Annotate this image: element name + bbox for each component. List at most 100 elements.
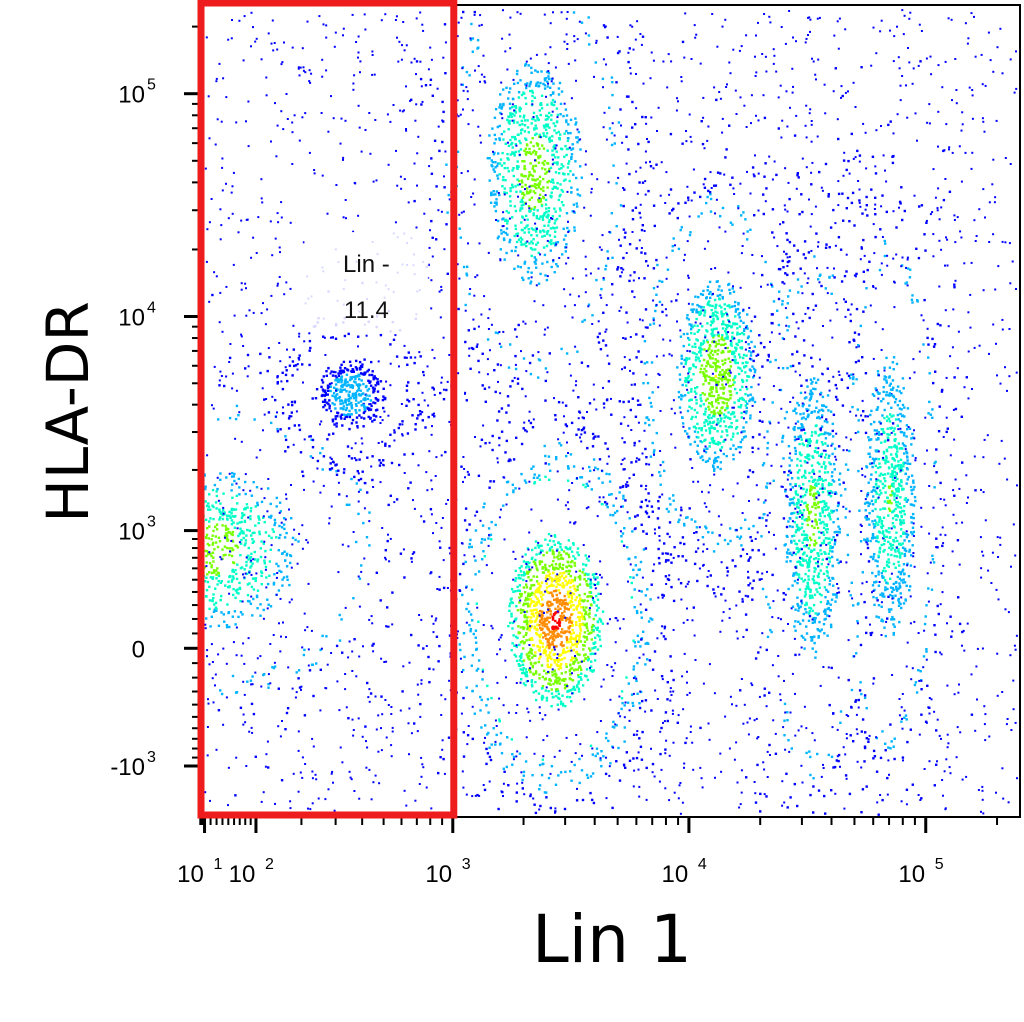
event-dot xyxy=(361,392,364,396)
event-dot xyxy=(505,209,508,213)
event-dot xyxy=(539,231,542,234)
event-dot xyxy=(719,409,722,413)
event-dot xyxy=(345,373,349,376)
event-dot xyxy=(287,417,291,420)
event-dot xyxy=(475,345,479,348)
event-dot xyxy=(514,143,517,146)
event-dot xyxy=(524,561,528,564)
event-dot xyxy=(702,341,706,344)
event-dot xyxy=(587,573,590,576)
event-dot xyxy=(571,643,574,646)
event-dot xyxy=(744,218,747,221)
event-dot xyxy=(546,80,549,83)
event-dot xyxy=(742,329,746,332)
event-dot xyxy=(496,419,499,422)
event-dot xyxy=(590,669,593,672)
event-dot xyxy=(703,421,706,424)
event-dot xyxy=(539,215,542,218)
event-dot xyxy=(639,645,642,648)
event-dot xyxy=(782,598,786,601)
event-dot xyxy=(582,483,585,487)
event-dot xyxy=(321,468,324,471)
event-dot xyxy=(642,382,645,385)
event-dot xyxy=(824,246,828,249)
event-dot xyxy=(345,390,348,393)
event-dot xyxy=(546,641,549,644)
event-dot xyxy=(756,763,759,767)
event-dot xyxy=(608,127,612,130)
event-dot xyxy=(586,599,589,603)
event-dot xyxy=(687,196,690,199)
event-dot xyxy=(376,408,379,411)
event-dot xyxy=(335,425,338,428)
event-dot xyxy=(535,628,538,631)
event-dot xyxy=(698,346,701,349)
event-dot xyxy=(589,586,593,589)
event-dot xyxy=(544,168,547,171)
event-dot xyxy=(785,252,788,256)
event-dot xyxy=(262,516,265,519)
event-dot xyxy=(723,361,727,365)
event-dot xyxy=(225,624,229,627)
event-dot xyxy=(522,667,525,670)
event-dot xyxy=(702,358,706,362)
event-dot xyxy=(545,618,548,621)
event-dot xyxy=(703,177,707,181)
event-dot xyxy=(707,423,710,426)
event-dot xyxy=(501,185,504,188)
event-dot xyxy=(732,444,735,447)
event-dot xyxy=(562,204,565,207)
event-dot xyxy=(227,611,231,614)
event-dot xyxy=(549,227,553,230)
event-dot xyxy=(219,502,222,505)
event-dot xyxy=(850,201,854,205)
event-dot xyxy=(652,287,656,290)
event-dot xyxy=(242,530,245,533)
event-dot xyxy=(641,115,644,119)
event-dot xyxy=(741,385,744,389)
event-dot xyxy=(335,399,338,402)
event-dot xyxy=(487,527,491,530)
event-dot xyxy=(734,447,738,451)
event-dot xyxy=(538,474,541,477)
event-dot xyxy=(703,309,707,312)
event-dot xyxy=(827,576,831,579)
event-dot xyxy=(724,415,728,418)
event-dot xyxy=(742,436,746,439)
event-dot xyxy=(354,391,358,395)
event-dot xyxy=(534,540,538,543)
event-dot xyxy=(781,281,784,284)
event-dot xyxy=(793,521,796,524)
event-dot xyxy=(537,660,540,664)
event-dot xyxy=(588,615,591,619)
event-dot xyxy=(571,620,574,623)
event-dot xyxy=(783,417,787,420)
event-dot xyxy=(557,172,561,175)
event-dot xyxy=(746,361,749,364)
event-dot xyxy=(257,516,260,520)
event-dot xyxy=(486,752,490,755)
event-dot xyxy=(539,199,543,203)
event-dot xyxy=(521,387,524,391)
event-dot xyxy=(536,597,539,600)
event-dot xyxy=(226,517,229,520)
event-dot xyxy=(216,567,219,570)
event-dot xyxy=(731,322,735,325)
event-dot xyxy=(481,524,485,527)
event-dot xyxy=(514,569,517,573)
event-dot xyxy=(720,351,723,354)
event-dot xyxy=(646,658,649,661)
event-dot xyxy=(635,356,638,359)
event-dot xyxy=(550,239,553,242)
event-dot xyxy=(352,396,356,400)
event-dot xyxy=(801,319,804,323)
event-dot xyxy=(372,414,376,417)
event-dot xyxy=(594,636,597,639)
event-dot xyxy=(612,720,615,724)
event-dot xyxy=(730,344,733,347)
event-dot xyxy=(364,398,367,402)
event-dot xyxy=(508,91,511,94)
event-dot xyxy=(508,609,511,612)
event-dot xyxy=(674,508,677,511)
event-dot xyxy=(711,312,715,315)
